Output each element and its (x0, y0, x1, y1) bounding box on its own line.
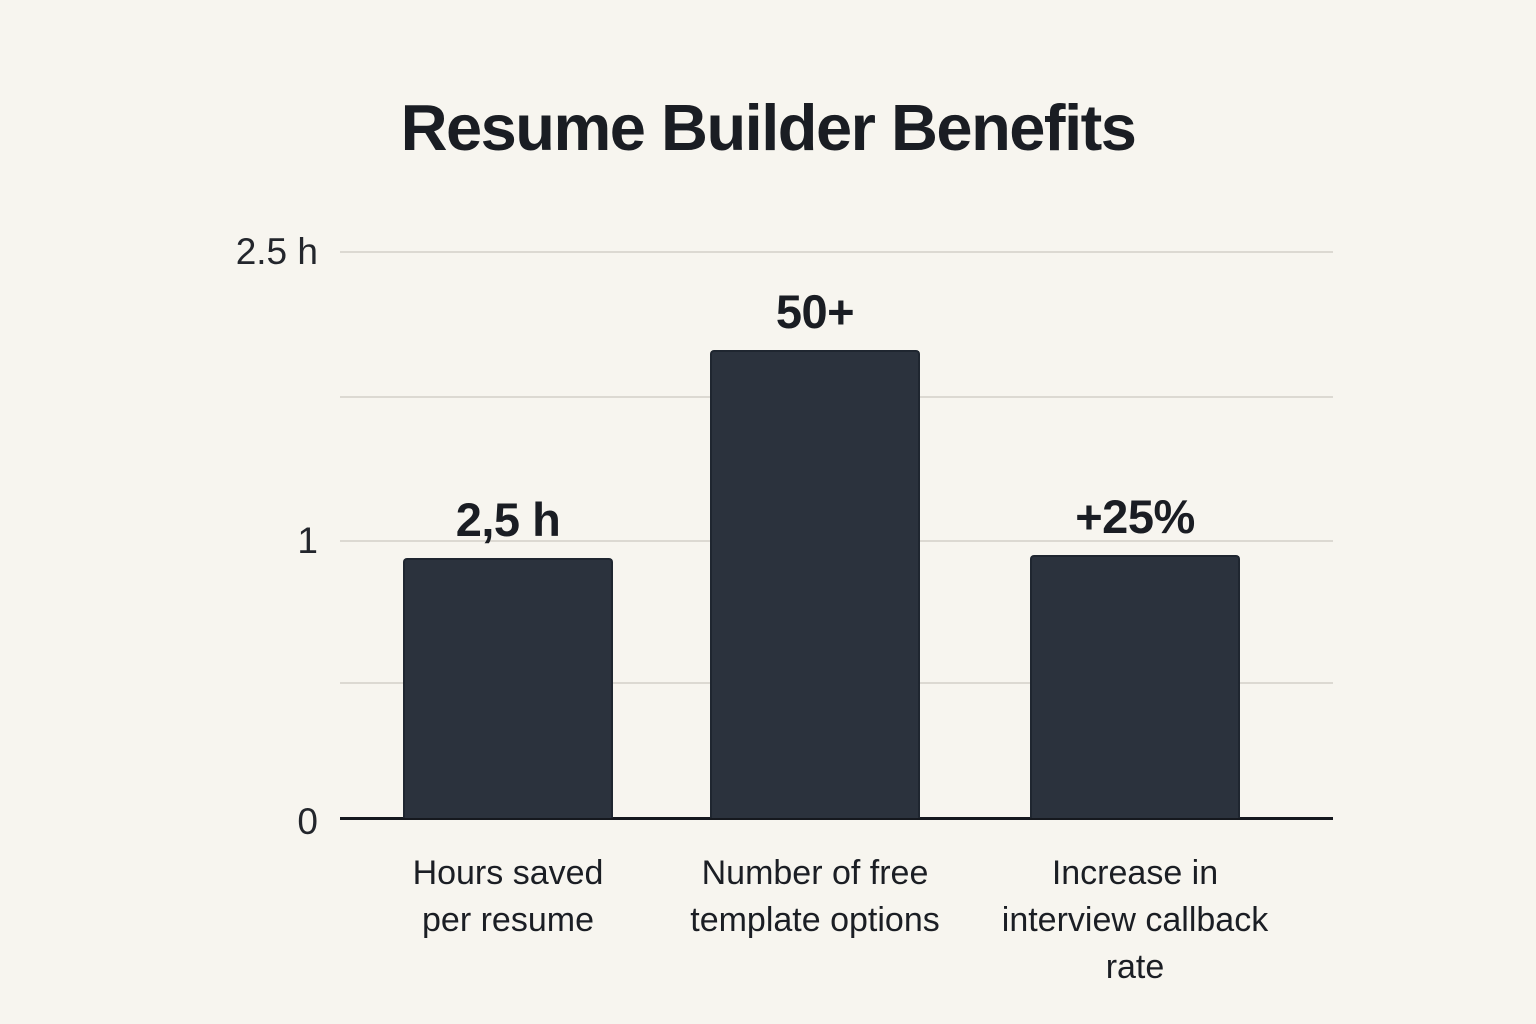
category-label-2-line-1: interview callback (1001, 901, 1269, 939)
bar-value-label-0: 2,5 h (455, 493, 561, 546)
y-axis-tick-label-0: 2.5 h (235, 231, 318, 272)
category-label-0-line-0: Hours saved (412, 854, 604, 892)
category-label-2: Increase in interview callback rate (945, 850, 1325, 991)
chart-title: Resume Builder Benefits (400, 91, 1137, 164)
bar-0 (403, 558, 613, 818)
category-label-1-line-0: Number of free (701, 854, 929, 892)
x-axis-line (340, 817, 1333, 820)
category-label-1: Number of free template options (625, 850, 1005, 944)
bar-value-label-2: +25% (1075, 490, 1195, 543)
category-label-0-line-1: per resume (422, 901, 594, 939)
y-axis-tick-label-1: 1 (297, 520, 318, 561)
category-label-0: Hours saved per resume (318, 850, 698, 944)
category-label-2-line-2: rate (1105, 948, 1165, 986)
category-label-1-line-1: template options (690, 901, 940, 939)
y-axis-tick-label-2: 0 (297, 801, 318, 842)
bar-1 (710, 350, 920, 818)
category-label-2-line-0: Increase in (1051, 854, 1219, 892)
gridline-0 (340, 251, 1333, 253)
bar-value-label-1: 50+ (775, 285, 855, 338)
bar-2 (1030, 555, 1240, 818)
